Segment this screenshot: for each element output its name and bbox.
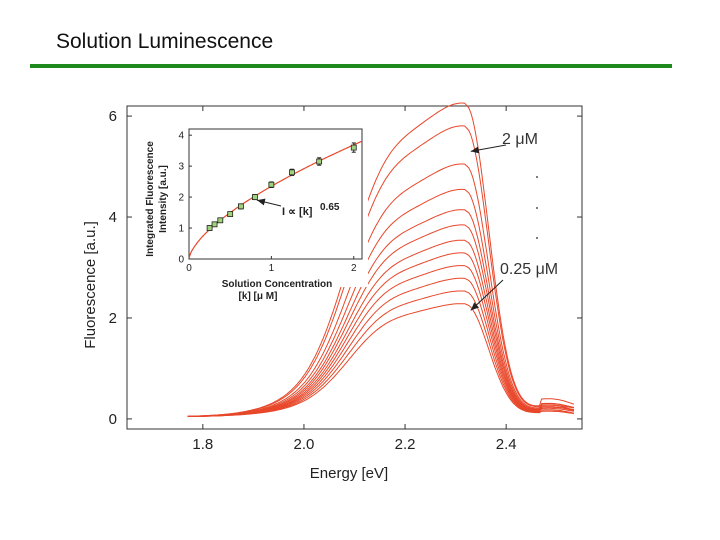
main-x-tick-label: 1.8 — [192, 436, 213, 453]
main-x-tick-label: 2.0 — [294, 436, 315, 453]
inset-x-tick-label: 0 — [186, 263, 192, 274]
inset-plot-frame — [188, 128, 363, 260]
main-y-ticks: 0 2 4 6 — [109, 108, 582, 428]
inset-data-point — [217, 217, 224, 224]
inset-data-points — [206, 142, 357, 231]
inset-y-axis-label: Integrated Fluorescence — [145, 141, 156, 257]
main-y-tick-label: 6 — [109, 108, 117, 125]
inset-x-axis-label: Solution Concentration — [222, 279, 333, 290]
main-x-axis-label: Energy [eV] — [310, 465, 388, 482]
arrow-2uM-head — [470, 146, 480, 154]
ellipsis-dot — [536, 176, 538, 178]
inset-fit-label: I ∝ [k] 0.65 — [282, 202, 340, 218]
inset-data-point — [227, 211, 234, 218]
title-rule — [30, 64, 672, 68]
inset-y-tick-label: 2 — [178, 193, 184, 204]
main-plot-frame — [126, 105, 583, 430]
inset-data-point — [237, 203, 244, 210]
arrow-025uM-head — [470, 302, 479, 311]
main-x-ticks: 1.8 2.0 2.2 2.4 — [192, 106, 517, 453]
inset-data-point — [350, 144, 357, 151]
inset-data-point — [316, 158, 323, 165]
inset-y-tick-label: 1 — [178, 224, 184, 235]
spectrum-curve — [187, 163, 575, 417]
main-y-tick-label: 0 — [109, 411, 117, 428]
inset-fit-label-text: I ∝ [k] — [282, 206, 313, 218]
inset-x-tick-label: 2 — [351, 263, 357, 274]
main-y-tick-label: 4 — [109, 209, 117, 226]
inset-data-point — [289, 169, 295, 176]
inset-data-point — [252, 194, 258, 200]
inset-fit-arrow-line-head — [256, 198, 266, 206]
annotation-025uM: 0.25 μM — [500, 261, 558, 278]
inset-x-axis-label-line2: [k] [μ M] — [239, 291, 278, 302]
ellipsis-dot — [536, 237, 538, 239]
main-x-tick-label: 2.4 — [496, 436, 517, 453]
inset-y-ticks: 0 1 2 3 4 — [178, 131, 192, 266]
inset-y-tick-label: 4 — [178, 131, 184, 142]
inset-fit-arrow — [256, 198, 282, 207]
inset-data-point — [211, 221, 218, 228]
inset-data-point — [268, 181, 275, 188]
ellipsis-dot — [536, 207, 538, 209]
inset-x-tick-label: 1 — [269, 263, 275, 274]
inset-fit-exponent: 0.65 — [320, 202, 340, 213]
main-x-tick-label: 2.2 — [395, 436, 416, 453]
annotation-2uM: 2 μM — [502, 131, 538, 148]
inset-y-axis-label-line2: Intensity [a.u.] — [158, 165, 169, 233]
main-y-axis-label: Fluorescence [a.u.] — [82, 221, 99, 349]
inset-y-tick-label: 0 — [178, 255, 184, 266]
annotation-arrows — [470, 144, 507, 311]
spectrum-curve — [187, 102, 575, 417]
ellipsis-dots — [536, 176, 538, 239]
main-curves — [187, 102, 575, 418]
inset-y-tick-label: 3 — [178, 162, 184, 173]
main-y-tick-label: 2 — [109, 310, 117, 327]
slide-title: Solution Luminescence — [56, 30, 274, 53]
inset-data-point — [206, 225, 213, 231]
